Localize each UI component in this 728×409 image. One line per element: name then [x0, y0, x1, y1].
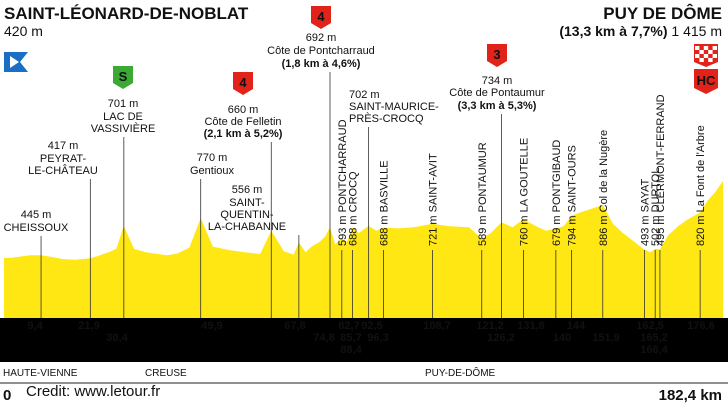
point-name: Côte de Felletin: [204, 116, 281, 128]
point-altitude: 692 m: [306, 32, 337, 44]
finish-flag-check: [695, 54, 700, 58]
point-name: SAINT-MAURICE-: [349, 101, 439, 113]
sprint-flag-icon: [113, 66, 133, 89]
point-altitude: 445 m: [21, 209, 52, 221]
km-band: [0, 318, 728, 362]
point-name: SAINT-: [229, 197, 265, 209]
km-label: 21,9: [78, 320, 99, 332]
profile-area: [4, 181, 723, 318]
finish-flag-check: [712, 46, 717, 50]
km-label: 82,7: [338, 320, 359, 332]
km-label: 166,4: [640, 344, 668, 356]
km-label: 88,4: [340, 344, 362, 356]
point-label-vertical: 760 m LA GOUTELLE: [519, 138, 531, 246]
point-label-vertical: 679 m PONTGIBAUD: [551, 140, 563, 246]
point-name: Gentioux: [190, 165, 235, 177]
km-label: 92,5: [361, 320, 382, 332]
flag-label-hc: HC: [697, 73, 716, 88]
distance-start: 0: [3, 387, 11, 404]
point-label-vertical: 721 m SAINT-AVIT: [427, 153, 439, 246]
finish-flag-check: [703, 46, 709, 50]
flag-label: 4: [317, 9, 325, 24]
flag-label: 3: [493, 47, 500, 62]
point-label-vertical: 495 m CLERMONT-FERRAND: [655, 94, 667, 246]
point-label-vertical: 886 m Col de la Nugère: [598, 130, 610, 246]
finish-climb: (13,3 km à 7,7%): [559, 23, 671, 39]
point-name: Côte de Pontcharraud: [267, 45, 375, 57]
finish-flag-check: [695, 46, 700, 50]
point-altitude: 701 m: [108, 98, 139, 110]
finish-flag-check: [708, 50, 713, 54]
point-name: Côte de Pontaumur: [449, 87, 545, 99]
point-name: PRÈS-CROCQ: [349, 112, 424, 125]
finish-flag-check: [703, 54, 709, 58]
finish-altitude: 1 415 m: [671, 23, 722, 39]
point-altitude: 702 m: [349, 89, 380, 101]
department-label: CREUSE: [145, 368, 187, 379]
km-label: 162,5: [636, 320, 664, 332]
km-label: 140: [553, 332, 571, 344]
km-label: 165,2: [640, 332, 668, 344]
point-label-vertical: 820 m La Font de l'Arbre: [695, 125, 707, 246]
climb-flag-icon: [487, 44, 507, 67]
start-name: SAINT-LÉONARD-DE-NOBLAT: [4, 4, 249, 23]
flag-label: 4: [239, 75, 247, 90]
km-label: 144: [567, 320, 586, 332]
climb-detail: (1,8 km à 4,6%): [282, 58, 361, 70]
climb-flag-hc-icon: [694, 69, 718, 94]
km-label: 49,9: [201, 320, 222, 332]
climb-detail: (2,1 km à 5,2%): [204, 128, 283, 140]
point-altitude: 660 m: [228, 104, 259, 116]
flag-label: S: [119, 69, 128, 84]
finish-flag-check: [708, 58, 713, 62]
point-label-vertical: 688 m BASVILLE: [379, 160, 391, 246]
point-label-vertical: 502 m DURTOL: [650, 168, 662, 246]
finish-checkered-flag-icon: [694, 44, 718, 67]
finish-name: PUY DE DÔME: [603, 4, 722, 23]
climb-flag-icon: [233, 72, 253, 95]
point-altitude: 417 m: [48, 140, 79, 152]
finish-flag-check: [699, 50, 704, 54]
point-name: LE-CHÂTEAU: [28, 164, 98, 177]
point-altitude: 734 m: [482, 75, 513, 87]
start-altitude: 420 m: [4, 23, 43, 39]
climb-flag-icon: [311, 6, 331, 29]
point-label-vertical: 589 m PONTAUMUR: [477, 142, 489, 246]
distance-total: 182,4 km: [659, 387, 722, 404]
km-label: 131,8: [517, 320, 545, 332]
km-label: 74,8: [313, 332, 334, 344]
point-label-vertical: 593 m PONTCHARRAUD: [337, 119, 349, 246]
point-altitude: 556 m: [232, 184, 263, 196]
start-flag-arrow-icon: [10, 56, 19, 68]
point-label-vertical: 688 m CROCQ: [347, 171, 359, 246]
point-name: VASSIVIÈRE: [91, 122, 156, 135]
credit-text: Credit: www.letour.fr: [26, 383, 161, 400]
department-label: PUY-DE-DÔME: [425, 366, 496, 379]
finish-flag-check: [699, 58, 704, 62]
km-label: 67,8: [284, 320, 305, 332]
km-label: 176,6: [687, 320, 715, 332]
km-label: 126,2: [487, 332, 515, 344]
km-label: 9,4: [27, 320, 43, 332]
km-label: 85,7: [340, 332, 361, 344]
finish-flag-check: [712, 54, 717, 58]
point-name: LA-CHABANNE: [208, 221, 286, 233]
km-label: 30,4: [106, 332, 128, 344]
km-label: 108,7: [423, 320, 451, 332]
finish-details: (13,3 km à 7,7%) 1 415 m: [559, 23, 722, 39]
point-label-vertical: 493 m SAYAT: [640, 178, 652, 246]
climb-detail: (3,3 km à 5,3%): [458, 100, 537, 112]
km-label: 121,2: [476, 320, 504, 332]
km-label: 96,3: [367, 332, 388, 344]
point-label-vertical: 794 m SAINT-OURS: [567, 145, 579, 246]
point-name: QUENTIN-: [220, 209, 274, 221]
point-altitude: 770 m: [197, 152, 228, 164]
point-name: LAC DE: [103, 111, 143, 123]
km-label: 151,9: [592, 332, 620, 344]
department-label: HAUTE-VIENNE: [3, 368, 78, 379]
point-name: PEYRAT-: [40, 153, 87, 165]
point-name: CHEISSOUX: [4, 222, 69, 234]
